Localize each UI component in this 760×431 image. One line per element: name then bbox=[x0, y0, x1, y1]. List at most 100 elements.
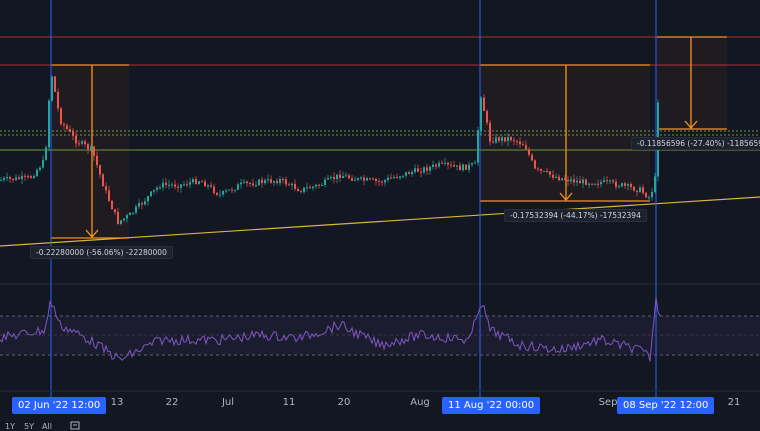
time-tick-aug: Aug bbox=[410, 397, 430, 408]
candle-body bbox=[237, 184, 239, 190]
candle-body bbox=[642, 187, 644, 193]
time-tick-22: 22 bbox=[165, 397, 179, 408]
candle-body bbox=[147, 196, 149, 202]
candle-body bbox=[546, 170, 548, 172]
candle-body bbox=[318, 184, 320, 186]
range-all-button[interactable]: All bbox=[42, 422, 52, 431]
candle-body bbox=[645, 192, 647, 198]
candle-body bbox=[339, 174, 341, 178]
candle-body bbox=[498, 137, 500, 141]
candle-body bbox=[456, 165, 458, 167]
candle-body bbox=[651, 191, 653, 198]
candle-body bbox=[234, 189, 236, 191]
candle-body bbox=[354, 179, 356, 181]
candle-body bbox=[99, 165, 101, 175]
measure-label-1: -0.22280000 (-56.06%) -22280000 bbox=[30, 246, 173, 259]
candle-body bbox=[213, 186, 215, 193]
candle-body bbox=[378, 181, 380, 183]
time-marker-sep[interactable]: 08 Sep '22 12:00 bbox=[617, 397, 715, 414]
candle-body bbox=[204, 181, 206, 187]
candle-body bbox=[69, 129, 71, 132]
candle-body bbox=[393, 177, 395, 179]
candle-body bbox=[219, 194, 221, 196]
candle-body bbox=[405, 172, 407, 176]
candle-body bbox=[549, 171, 551, 175]
candle-body bbox=[9, 177, 11, 179]
candle-body bbox=[294, 183, 296, 190]
candle-body bbox=[252, 183, 254, 186]
candle-body bbox=[93, 146, 95, 156]
candle-body bbox=[138, 203, 140, 207]
candle-body bbox=[471, 163, 473, 165]
candle-body bbox=[519, 141, 521, 145]
candle-body bbox=[129, 212, 131, 216]
candle-body bbox=[606, 180, 608, 182]
candle-body bbox=[126, 215, 128, 219]
candle-body bbox=[105, 186, 107, 191]
candle-body bbox=[330, 177, 332, 179]
candle-body bbox=[114, 209, 116, 213]
candle-body bbox=[501, 137, 503, 141]
candle-body bbox=[342, 176, 344, 178]
candle-body bbox=[186, 184, 188, 186]
candle-body bbox=[255, 185, 257, 187]
candle-body bbox=[558, 176, 560, 181]
candle-body bbox=[171, 184, 173, 186]
candle-body bbox=[153, 189, 155, 192]
candle-body bbox=[225, 190, 227, 192]
candle-body bbox=[111, 200, 113, 210]
candle-body bbox=[117, 212, 119, 224]
candle-body bbox=[144, 201, 146, 205]
candle-body bbox=[303, 187, 305, 193]
candle-body bbox=[417, 168, 419, 172]
candle-body bbox=[369, 178, 371, 180]
candle-body bbox=[132, 212, 134, 214]
candle-body bbox=[291, 183, 293, 186]
candle-body bbox=[120, 220, 122, 224]
candle-body bbox=[357, 177, 359, 180]
candle-body bbox=[462, 164, 464, 171]
candle-body bbox=[597, 183, 599, 185]
candle-body bbox=[573, 179, 575, 183]
candle-body bbox=[90, 146, 92, 150]
candle-body bbox=[609, 180, 611, 182]
candle-body bbox=[288, 184, 290, 186]
time-marker-aug[interactable]: 11 Aug '22 00:00 bbox=[442, 397, 541, 414]
candle-body bbox=[465, 164, 467, 170]
candle-body bbox=[423, 167, 425, 173]
candle-body bbox=[72, 131, 74, 136]
candle-body bbox=[243, 181, 245, 183]
candle-body bbox=[516, 141, 518, 143]
candle-body bbox=[420, 171, 422, 173]
candle-body bbox=[270, 179, 272, 183]
candle-body bbox=[372, 178, 374, 180]
candle-body bbox=[639, 187, 641, 193]
chart-settings-icon[interactable] bbox=[70, 421, 80, 430]
candle-body bbox=[327, 178, 329, 180]
candle-body bbox=[183, 184, 185, 186]
candle-body bbox=[603, 180, 605, 182]
candle-body bbox=[570, 179, 572, 182]
candle-body bbox=[39, 167, 41, 170]
measure-label-3: -0.11856596 (-27.40%) -11856596 bbox=[631, 137, 760, 150]
candle-body bbox=[192, 179, 194, 183]
candle-body bbox=[534, 160, 536, 169]
candle-body bbox=[648, 197, 650, 199]
time-tick-21: 21 bbox=[727, 397, 741, 408]
candle-body bbox=[309, 187, 311, 189]
candle-body bbox=[345, 175, 347, 177]
candle-body bbox=[480, 97, 482, 131]
range-5y-button[interactable]: 5Y bbox=[24, 422, 34, 431]
range-1y-button[interactable]: 1Y bbox=[5, 422, 15, 431]
candle-body bbox=[123, 218, 125, 221]
candle-body bbox=[36, 169, 38, 177]
measure-box-1[interactable] bbox=[51, 65, 129, 238]
candle-body bbox=[582, 179, 584, 184]
time-marker-jun[interactable]: 02 Jun '22 12:00 bbox=[12, 397, 107, 414]
measure-box-3[interactable] bbox=[657, 37, 727, 129]
candle-body bbox=[567, 179, 569, 182]
candle-body bbox=[273, 181, 275, 183]
candle-body bbox=[174, 184, 176, 187]
candle-body bbox=[348, 175, 350, 179]
candle-body bbox=[591, 183, 593, 185]
